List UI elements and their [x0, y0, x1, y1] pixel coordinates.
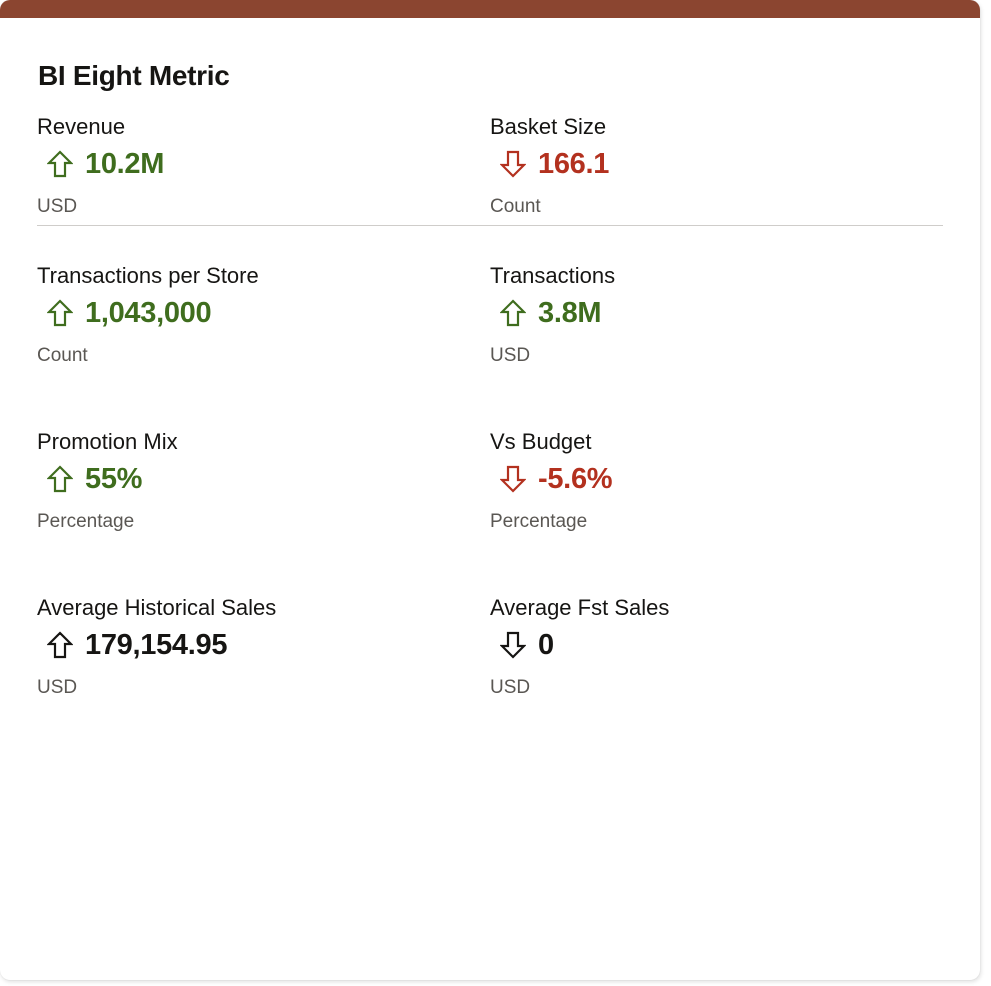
metric-label: Transactions per Store [37, 263, 259, 288]
card-accent-bar [0, 0, 980, 18]
metric-value: 0 [538, 628, 554, 661]
trend-down-icon [499, 465, 527, 493]
metric-transactions[interactable]: Transactions 3.8M USD [490, 263, 910, 367]
metric-vs-budget[interactable]: Vs Budget -5.6% Percentage [490, 429, 910, 533]
card-title: BI Eight Metric [38, 60, 230, 91]
metric-basket-size[interactable]: Basket Size 166.1 Count [490, 114, 910, 218]
metric-label: Average Historical Sales [37, 595, 277, 620]
metric-unit: USD [37, 677, 78, 698]
metric-label: Transactions [490, 263, 616, 288]
trend-up-icon [46, 465, 74, 493]
metric-unit: Percentage [490, 511, 588, 532]
trend-down-icon [499, 150, 527, 178]
trend-up-icon [46, 299, 74, 327]
metric-label: Revenue [37, 114, 126, 139]
metric-unit: Percentage [37, 511, 135, 532]
metric-average-historical-sales[interactable]: Average Historical Sales 179,154.95 USD [37, 595, 457, 699]
metric-value: 10.2M [85, 147, 165, 180]
metric-label: Vs Budget [490, 429, 592, 454]
trend-down-icon [499, 631, 527, 659]
metric-unit: Count [490, 196, 541, 217]
metric-value: 1,043,000 [85, 296, 212, 329]
metric-revenue[interactable]: Revenue 10.2M USD [37, 114, 457, 218]
trend-up-icon [499, 299, 527, 327]
metric-value: 55% [85, 462, 143, 495]
metric-unit: USD [490, 345, 531, 366]
metric-promotion-mix[interactable]: Promotion Mix 55% Percentage [37, 429, 457, 533]
metric-transactions-per-store[interactable]: Transactions per Store 1,043,000 Count [37, 263, 457, 367]
metric-unit: USD [37, 196, 78, 217]
trend-up-icon [46, 631, 74, 659]
metric-value: 179,154.95 [85, 628, 228, 661]
row-divider [37, 225, 943, 226]
metric-value: 166.1 [538, 147, 610, 180]
metric-value: 3.8M [538, 296, 602, 329]
metric-unit: Count [37, 345, 88, 366]
metric-label: Average Fst Sales [490, 595, 670, 620]
metric-value: -5.6% [538, 462, 613, 495]
metric-unit: USD [490, 677, 531, 698]
metric-label: Basket Size [490, 114, 607, 139]
metric-label: Promotion Mix [37, 429, 178, 454]
metric-average-fst-sales[interactable]: Average Fst Sales 0 USD [490, 595, 910, 699]
trend-up-icon [46, 150, 74, 178]
